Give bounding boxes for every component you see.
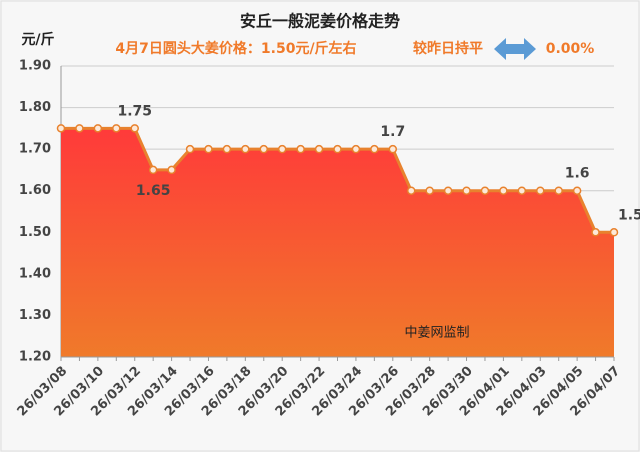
marker [425, 186, 434, 195]
change-text: 较昨日持平 [413, 40, 483, 57]
chart-title: 安丘一般泥姜价格走势 [240, 12, 400, 31]
marker [536, 186, 545, 195]
change-value: 0.00% [546, 41, 595, 57]
watermark: 中姜网监制 [404, 326, 469, 341]
marker [314, 144, 324, 154]
y-tick-label: 1.30 [19, 308, 51, 323]
marker [185, 144, 195, 154]
data-label: 1.6 [565, 166, 590, 182]
marker [480, 186, 490, 195]
marker [499, 186, 508, 195]
marker [333, 144, 342, 154]
flat-arrow-icon [494, 38, 536, 60]
subtitle: 4月7日圆头大姜价格：1.50元/斤左右 [115, 40, 356, 57]
marker [388, 144, 398, 154]
marker [462, 186, 471, 195]
area [61, 128, 614, 357]
marker [277, 144, 287, 154]
marker [443, 186, 453, 195]
data-label: 1.75 [117, 103, 152, 119]
y-tick-label: 1.60 [19, 183, 51, 198]
y-tick-label: 1.20 [19, 350, 51, 365]
marker [56, 124, 66, 133]
marker [609, 228, 619, 237]
y-tick-label: 1.40 [19, 266, 51, 281]
marker [130, 124, 139, 133]
marker [75, 124, 84, 133]
y-tick-label: 1.90 [19, 59, 51, 74]
marker [517, 186, 527, 195]
marker [296, 144, 305, 154]
marker [204, 144, 213, 154]
marker [370, 144, 379, 154]
y-axis-label: 元/斤 [21, 31, 54, 48]
marker [112, 124, 121, 133]
marker [572, 186, 582, 195]
marker [241, 144, 250, 154]
marker [406, 186, 416, 195]
y-tick-label: 1.70 [19, 142, 51, 157]
y-tick-label: 1.80 [19, 100, 51, 115]
data-label: 1.7 [380, 124, 405, 140]
marker [148, 165, 158, 175]
y-tick-label: 1.50 [19, 225, 51, 240]
marker [222, 144, 232, 154]
marker [167, 165, 176, 175]
marker [93, 124, 103, 133]
marker [591, 228, 600, 237]
data-label: 1.65 [136, 183, 171, 199]
data-label: 1.5 [618, 207, 640, 223]
marker [351, 144, 361, 154]
marker [554, 186, 563, 195]
marker [259, 144, 269, 154]
